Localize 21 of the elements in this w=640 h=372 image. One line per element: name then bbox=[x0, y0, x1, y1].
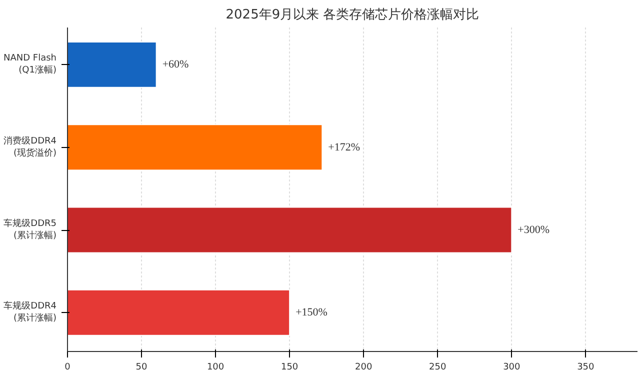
x-tick-label: 100 bbox=[206, 362, 224, 372]
x-tick-label: 250 bbox=[429, 362, 446, 372]
x-tick-label: 150 bbox=[280, 362, 298, 372]
bar bbox=[68, 289, 290, 336]
y-tick-label: 车规级DDR4 (累计涨幅) bbox=[4, 300, 57, 324]
x-tick-label: 200 bbox=[355, 362, 372, 372]
x-tick-label: 350 bbox=[577, 362, 595, 372]
chart-title: 2025年9月以来 各类存储芯片价格涨幅对比 bbox=[226, 8, 480, 22]
bar bbox=[68, 124, 323, 171]
data-label: +150% bbox=[296, 306, 328, 319]
bar bbox=[68, 206, 512, 254]
data-label: +60% bbox=[162, 58, 189, 71]
x-tick-label: 300 bbox=[503, 362, 521, 372]
y-tick-label: NAND Flash (Q1涨幅) bbox=[4, 54, 57, 76]
y-tick-label: 车规级DDR5 (累计涨幅) bbox=[4, 218, 57, 241]
data-label: +172% bbox=[328, 141, 360, 154]
x-tick-label: 0 bbox=[64, 362, 71, 372]
x-tick-label: 50 bbox=[136, 362, 148, 372]
data-label: +300% bbox=[518, 224, 550, 236]
bar bbox=[68, 41, 157, 88]
y-tick-label: 消费级DDR4 (现货溢价) bbox=[4, 135, 57, 158]
